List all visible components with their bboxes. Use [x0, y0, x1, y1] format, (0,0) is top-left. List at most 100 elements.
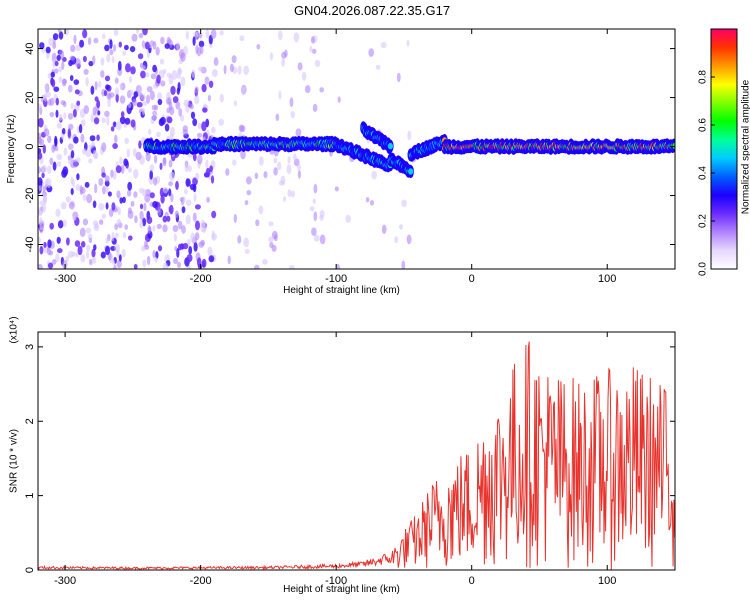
noise-blob [170, 85, 176, 95]
noise-blob [195, 172, 200, 180]
noise-blob [311, 48, 317, 54]
noise-blob [207, 246, 213, 256]
noise-blob [41, 164, 47, 173]
noise-blob [149, 164, 155, 172]
noise-blob [94, 183, 98, 194]
noise-blob [58, 76, 62, 83]
noise-blob [368, 48, 375, 57]
noise-blob [219, 93, 224, 103]
noise-blob [282, 196, 287, 202]
noise-blob [190, 232, 196, 243]
noise-blob [157, 92, 163, 100]
noise-blob [131, 33, 138, 42]
noise-blob [281, 51, 287, 59]
noise-blob [185, 199, 192, 206]
noise-blob [211, 69, 218, 77]
noise-blob [184, 164, 189, 173]
noise-blob [152, 41, 157, 50]
noise-blob [205, 29, 210, 39]
noise-blob [198, 66, 204, 72]
noise-blob [407, 130, 412, 141]
noise-blob [198, 32, 203, 39]
noise-blob [193, 242, 198, 252]
noise-blob [49, 111, 55, 118]
noise-blob [76, 100, 81, 106]
noise-blob [173, 233, 177, 242]
noise-blob [61, 128, 66, 135]
noise-blob [160, 36, 165, 45]
colorbar-label: Normalized spectral amplitude [741, 79, 750, 214]
noise-blobs [38, 29, 416, 269]
noise-blob [194, 86, 199, 94]
noise-blob [162, 215, 168, 223]
noise-blob [185, 214, 191, 225]
noise-blob [61, 61, 65, 70]
noise-blob [148, 128, 152, 135]
noise-blob [42, 186, 46, 193]
noise-blob [273, 157, 278, 164]
x-tick-label: 0 [469, 575, 475, 587]
noise-blob [90, 85, 95, 95]
noise-blob [46, 246, 51, 256]
noise-blob [144, 193, 151, 203]
noise-blob [119, 95, 126, 104]
noise-blob [52, 42, 57, 49]
noise-blob [301, 71, 307, 81]
noise-blob [162, 262, 168, 269]
noise-blob [75, 184, 81, 191]
x-tick-label: -100 [325, 273, 347, 285]
noise-blob [138, 32, 144, 39]
noise-blob [83, 105, 90, 115]
noise-blob [176, 87, 180, 95]
noise-blob [120, 111, 125, 118]
noise-blob [160, 80, 166, 87]
y-tick-label: 1 [24, 493, 36, 499]
noise-blob [52, 259, 57, 265]
noise-blob [111, 56, 115, 64]
noise-blob [73, 159, 78, 168]
noise-blob [113, 29, 119, 36]
noise-blob [138, 140, 142, 149]
noise-blob [123, 158, 129, 167]
noise-blob [98, 202, 105, 211]
noise-blob [293, 32, 300, 43]
noise-blob [130, 66, 136, 75]
x-tick-label: -200 [190, 575, 212, 587]
noise-blob [113, 264, 117, 269]
noise-blob [192, 153, 197, 162]
noise-blob [105, 185, 109, 195]
noise-blob [126, 189, 132, 197]
spectrogram-area [38, 29, 675, 269]
noise-blob [72, 179, 76, 188]
noise-blob [137, 53, 144, 60]
noise-blob [104, 44, 110, 52]
noise-blob [150, 115, 155, 125]
noise-blob [85, 77, 89, 87]
noise-blob [94, 153, 99, 160]
noise-blob [50, 71, 55, 78]
noise-blob [110, 169, 114, 178]
noise-blob [406, 234, 412, 245]
noise-blob [56, 161, 62, 167]
noise-blob [155, 46, 160, 56]
noise-blob [130, 200, 135, 207]
noise-blob [201, 83, 207, 93]
noise-blob [213, 57, 219, 66]
noise-blob [79, 39, 85, 48]
noise-blob [47, 239, 52, 249]
noise-blob [119, 83, 123, 91]
noise-blob [371, 170, 377, 180]
noise-blob [394, 236, 399, 244]
noise-blob [93, 117, 100, 125]
ridge-core [408, 168, 414, 175]
noise-blob [70, 188, 74, 195]
noise-blob [90, 113, 95, 123]
noise-blob [119, 156, 123, 165]
noise-blob [177, 261, 182, 268]
noise-blob [99, 219, 104, 225]
noise-blob [195, 44, 199, 55]
noise-blob [112, 143, 118, 149]
x-tick-label: 100 [598, 575, 616, 587]
noise-blob [125, 63, 131, 73]
